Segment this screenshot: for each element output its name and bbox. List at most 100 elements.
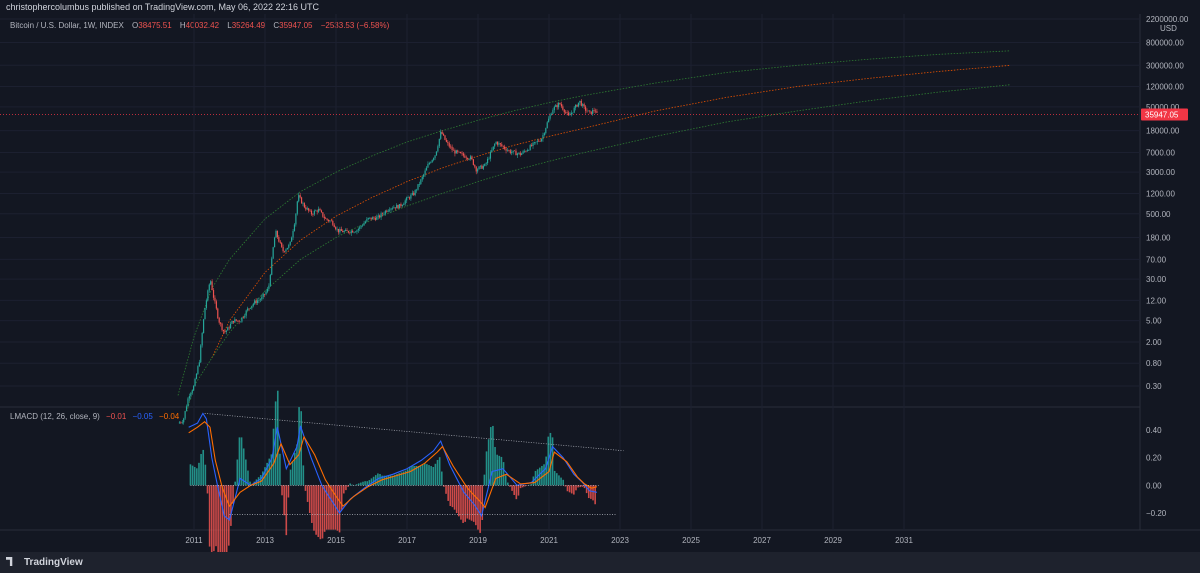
publisher-line: christophercolumbus published on Trading…	[6, 2, 320, 12]
candle-body	[251, 305, 253, 309]
candle-body	[485, 163, 487, 164]
candle-body	[332, 220, 334, 225]
candle-body	[231, 320, 233, 324]
candle-body	[512, 150, 514, 153]
candle-body	[259, 299, 261, 301]
open-label: O	[132, 21, 139, 30]
candle-body	[269, 274, 271, 286]
candle-body	[333, 224, 335, 228]
candle-body	[369, 217, 371, 219]
histogram-bar	[487, 439, 490, 486]
candle-body	[417, 184, 419, 190]
histogram-bar	[385, 475, 388, 486]
candle-body	[272, 247, 274, 259]
histogram-bar	[381, 475, 383, 486]
histogram-bar	[370, 478, 373, 486]
candle-body	[475, 166, 477, 172]
candle-body	[538, 140, 540, 142]
histogram-bar	[485, 451, 488, 486]
price-tick-label: 3000.00	[1146, 168, 1175, 177]
histogram-bar	[294, 452, 296, 486]
histogram-bar	[298, 407, 300, 486]
histogram-bar	[213, 485, 215, 552]
histogram-bar	[551, 437, 554, 486]
candle-body	[509, 150, 511, 154]
candle-body	[511, 152, 513, 154]
histogram-bar	[517, 485, 520, 496]
candle-body	[491, 149, 493, 153]
candle-body	[391, 208, 394, 209]
indicator-macd-value: −0.01	[106, 412, 127, 421]
histogram-bar	[417, 465, 420, 486]
candle-body	[420, 179, 422, 185]
candle-body	[340, 229, 342, 231]
histogram-bar	[481, 485, 484, 521]
candle-body	[178, 422, 181, 424]
candle-body	[326, 218, 328, 220]
histogram-bar	[240, 437, 243, 486]
candle-body	[458, 151, 460, 153]
histogram-bar	[436, 459, 439, 486]
tradingview-logo[interactable]: TradingView	[6, 557, 83, 568]
histogram-bar	[587, 485, 590, 499]
candle-body	[303, 203, 306, 208]
candle-body	[347, 230, 350, 233]
histogram-bar	[204, 464, 207, 486]
histogram-bar	[317, 485, 320, 537]
candle-body	[434, 155, 436, 159]
histogram-bar	[242, 448, 245, 486]
histogram-bar	[319, 485, 322, 540]
histogram-bar	[360, 482, 362, 486]
price-tick-label: 30.00	[1146, 275, 1167, 284]
candle-body	[465, 157, 467, 159]
candle-body	[360, 226, 362, 227]
histogram-bar	[296, 444, 298, 486]
candle-body	[346, 229, 348, 231]
candle-body	[184, 411, 186, 419]
candle-body	[283, 251, 286, 252]
candle-body	[582, 104, 584, 106]
indicator-legend: LMACD (12, 26, close, 9) −0.01 −0.05 −0.…	[10, 412, 179, 421]
candle-body	[363, 223, 365, 226]
histogram-bar	[570, 485, 573, 494]
histogram-bar	[362, 481, 364, 486]
macd-axis[interactable]: 0.40 0.20 0.00 −0.20	[1146, 426, 1167, 518]
candle-body	[560, 104, 563, 107]
candle-body	[312, 214, 314, 215]
candle-body	[418, 184, 421, 185]
histogram-bar	[440, 471, 443, 486]
price-axis[interactable]: 2200000.00 800000.00 300000.00 120000.00 500…	[1146, 15, 1189, 391]
price-chart[interactable]: USD 2200000.00 800000.00 300000.00 120000.0…	[0, 0, 1200, 552]
candle-body	[536, 140, 538, 142]
histogram-bar	[245, 459, 247, 486]
candle-body	[235, 319, 237, 321]
histogram-bar	[426, 464, 428, 486]
candle-body	[208, 284, 210, 291]
candle-body	[452, 150, 455, 151]
histogram-bar	[279, 453, 281, 486]
histogram-bar	[200, 453, 202, 486]
histogram-bar	[513, 485, 516, 496]
time-tick-label: 2031	[895, 536, 913, 545]
candle-body	[403, 203, 405, 206]
histogram-bar	[351, 484, 354, 486]
last-price-badge-text: 35947.05	[1145, 111, 1179, 120]
histogram-bar	[287, 485, 290, 498]
histogram-bar	[302, 465, 305, 486]
candle-body	[587, 110, 590, 112]
histogram-bar	[313, 485, 315, 531]
price-tick-label: 1200.00	[1146, 189, 1175, 198]
candle-body	[309, 210, 311, 212]
histogram-bar	[509, 485, 511, 487]
candle-body	[278, 237, 280, 242]
histogram-bar	[255, 479, 258, 486]
candle-body	[295, 213, 297, 225]
candle-body	[448, 143, 450, 147]
candle-body	[239, 321, 242, 323]
candle-body	[454, 150, 456, 154]
histogram-bar	[398, 473, 400, 486]
indicator-name: LMACD (12, 26, close, 9)	[10, 412, 100, 421]
time-axis[interactable]: 2011 2013 2015 2017 2019 2021 2023 2025 2027 2029…	[185, 536, 913, 545]
candle-body	[529, 145, 531, 151]
candle-body	[218, 317, 220, 323]
